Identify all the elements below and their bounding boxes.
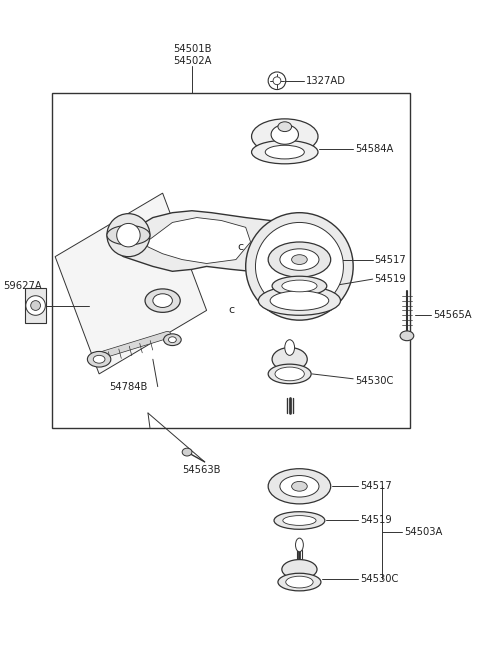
Text: c: c bbox=[238, 242, 244, 252]
Ellipse shape bbox=[145, 289, 180, 312]
Text: 54565A: 54565A bbox=[433, 310, 472, 320]
Ellipse shape bbox=[275, 367, 304, 381]
Ellipse shape bbox=[168, 337, 176, 343]
Ellipse shape bbox=[278, 573, 321, 591]
Ellipse shape bbox=[246, 213, 353, 320]
Polygon shape bbox=[55, 193, 206, 374]
Ellipse shape bbox=[274, 512, 325, 529]
Ellipse shape bbox=[282, 559, 317, 579]
Ellipse shape bbox=[278, 122, 292, 132]
Text: 54530C: 54530C bbox=[360, 574, 398, 584]
Ellipse shape bbox=[26, 296, 46, 315]
Ellipse shape bbox=[272, 348, 307, 371]
Polygon shape bbox=[25, 288, 47, 323]
Ellipse shape bbox=[117, 223, 140, 247]
Ellipse shape bbox=[282, 280, 317, 292]
Ellipse shape bbox=[255, 223, 343, 310]
Ellipse shape bbox=[272, 276, 327, 296]
Ellipse shape bbox=[164, 334, 181, 346]
Polygon shape bbox=[114, 211, 314, 273]
Ellipse shape bbox=[31, 301, 40, 310]
Text: 54530C: 54530C bbox=[355, 376, 394, 386]
Ellipse shape bbox=[292, 481, 307, 491]
Text: 54503A: 54503A bbox=[404, 527, 443, 537]
Ellipse shape bbox=[280, 476, 319, 497]
Ellipse shape bbox=[258, 286, 340, 315]
Ellipse shape bbox=[286, 576, 313, 588]
Ellipse shape bbox=[268, 364, 311, 384]
Text: 54517: 54517 bbox=[360, 481, 392, 491]
Ellipse shape bbox=[268, 242, 331, 277]
Ellipse shape bbox=[296, 538, 303, 552]
Ellipse shape bbox=[93, 356, 105, 363]
Ellipse shape bbox=[271, 124, 299, 144]
Text: 54501B: 54501B bbox=[173, 43, 211, 54]
Text: 59627A: 59627A bbox=[3, 281, 42, 291]
Text: c: c bbox=[228, 305, 234, 316]
Ellipse shape bbox=[285, 340, 295, 356]
Ellipse shape bbox=[268, 72, 286, 90]
Text: 54784B: 54784B bbox=[109, 382, 147, 392]
Ellipse shape bbox=[87, 352, 111, 367]
Polygon shape bbox=[146, 217, 251, 263]
Ellipse shape bbox=[182, 448, 192, 456]
Ellipse shape bbox=[252, 119, 318, 154]
Ellipse shape bbox=[270, 291, 329, 310]
Ellipse shape bbox=[273, 77, 281, 84]
Text: 54563B: 54563B bbox=[182, 464, 221, 475]
Text: 54584A: 54584A bbox=[355, 144, 394, 154]
Ellipse shape bbox=[107, 214, 150, 257]
Ellipse shape bbox=[292, 255, 307, 265]
Text: 1327AD: 1327AD bbox=[306, 76, 346, 86]
Text: 54519: 54519 bbox=[375, 274, 407, 284]
Text: 54502A: 54502A bbox=[173, 56, 211, 66]
Ellipse shape bbox=[283, 515, 316, 525]
Ellipse shape bbox=[400, 331, 414, 341]
Ellipse shape bbox=[153, 294, 172, 307]
Ellipse shape bbox=[107, 225, 150, 245]
Ellipse shape bbox=[280, 249, 319, 271]
Text: 54519: 54519 bbox=[360, 515, 392, 525]
Ellipse shape bbox=[252, 140, 318, 164]
Ellipse shape bbox=[265, 145, 304, 159]
Text: 54517: 54517 bbox=[375, 255, 407, 265]
Ellipse shape bbox=[268, 469, 331, 504]
Bar bbox=[52, 94, 410, 428]
